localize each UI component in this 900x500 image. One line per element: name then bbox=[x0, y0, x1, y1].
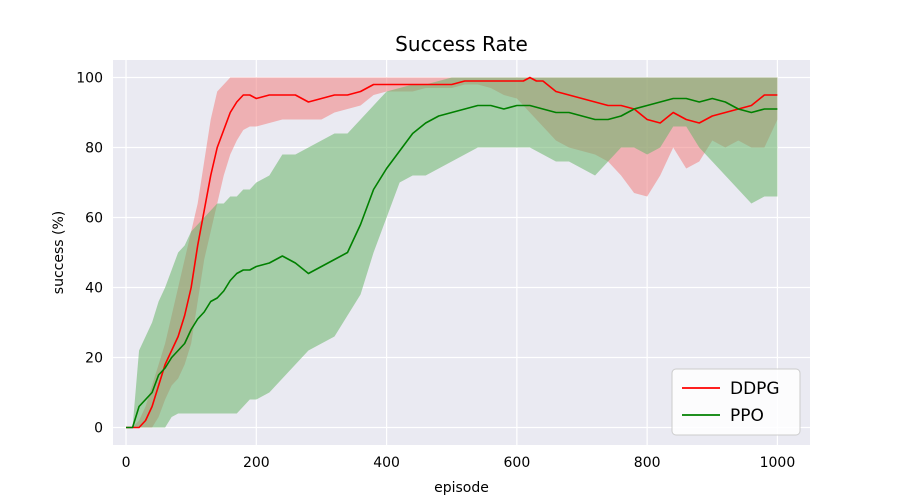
legend: DDPG PPO bbox=[671, 368, 801, 436]
x-tick-label: 600 bbox=[504, 455, 531, 471]
y-axis-label: success (%) bbox=[51, 211, 67, 294]
ppo-mean-line bbox=[126, 97, 778, 429]
x-tick-label: 800 bbox=[634, 455, 661, 471]
y-tick-label: 100 bbox=[76, 71, 103, 87]
y-tick-label: 60 bbox=[85, 211, 103, 227]
x-tick-label: 200 bbox=[243, 455, 270, 471]
series-lines bbox=[126, 76, 778, 429]
ppo-legend-label: PPO bbox=[730, 406, 764, 426]
x-axis-label: episode bbox=[434, 480, 489, 496]
y-tick-label: 0 bbox=[94, 421, 103, 437]
chart-title: Success Rate bbox=[395, 32, 528, 56]
ddpg-legend-label: DDPG bbox=[730, 379, 780, 399]
y-tick-label: 40 bbox=[85, 281, 103, 297]
tick-labels: 0 200 400 600 800 1000 0 20 40 60 80 100 bbox=[76, 71, 795, 472]
confidence-bands bbox=[126, 77, 778, 428]
ppo-confidence-band bbox=[126, 77, 778, 428]
legend-box bbox=[671, 368, 801, 436]
y-tick-label: 20 bbox=[85, 351, 103, 367]
x-tick-label: 0 bbox=[122, 455, 131, 471]
ddpg-mean-line bbox=[126, 76, 778, 429]
x-tick-label: 400 bbox=[373, 455, 400, 471]
y-tick-label: 80 bbox=[85, 141, 103, 157]
x-tick-label: 1000 bbox=[760, 455, 796, 471]
ddpg-confidence-band bbox=[126, 77, 778, 428]
